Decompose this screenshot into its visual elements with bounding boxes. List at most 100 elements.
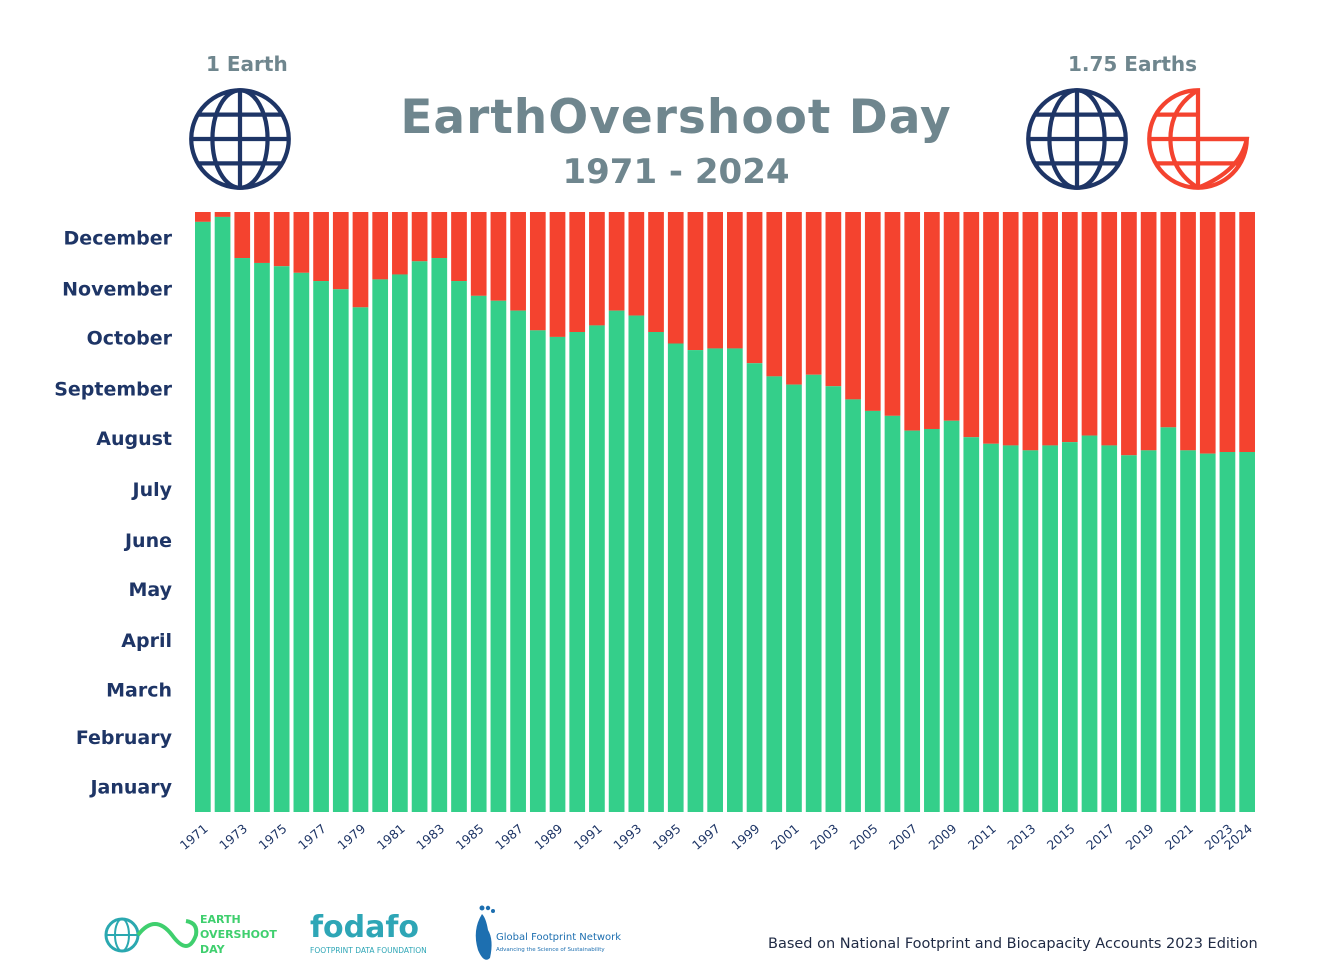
overshoot-bar-2019 (1140, 212, 1157, 451)
x-tick-label-2011: 2011 (965, 821, 999, 853)
eod-logo-line-1: EARTH (200, 913, 241, 926)
overshoot-day-bar-2002 (805, 374, 822, 812)
overshoot-bar-chart: January February March April May June July Augu… (54, 212, 1255, 853)
x-tick-label-2015: 2015 (1044, 821, 1078, 853)
overshoot-day-bar-1973 (234, 258, 251, 812)
y-tick-label-june: June (123, 530, 172, 552)
overshoot-bar-2021 (1180, 212, 1196, 451)
x-tick-label-1979: 1979 (334, 821, 368, 853)
x-tick-label-1997: 1997 (689, 821, 723, 853)
fodafo-subtitle: FOOTPRINT DATA FOUNDATION (310, 946, 427, 955)
fodafo-logo: fodafo FOOTPRINT DATA FOUNDATION (308, 903, 458, 963)
globe-icon (1026, 88, 1128, 190)
one-earth-label: 1 Earth (206, 52, 288, 76)
overshoot-day-bar-2012 (1002, 445, 1019, 812)
overshoot-bar-2007 (904, 212, 921, 431)
global-footprint-network-logo: Global Footprint Network Advancing the S… (468, 900, 628, 970)
eod-logo-icon: EARTH OVERSHOOT DAY (104, 913, 277, 956)
x-tick-label-1971: 1971 (177, 821, 211, 853)
y-tick-label-january: January (88, 776, 172, 798)
overshoot-day-bar-1997 (707, 348, 723, 812)
chart-subtitle: 1971 - 2024 (562, 152, 790, 192)
overshoot-bar-2023 (1219, 212, 1236, 452)
overshoot-day-bar-1985 (470, 295, 487, 813)
overshoot-day-bar-2000 (766, 376, 783, 812)
overshoot-day-bar-1999 (746, 363, 763, 812)
fodafo-logo-icon: fodafo FOOTPRINT DATA FOUNDATION (310, 910, 427, 955)
overshoot-bar-1991 (589, 212, 605, 326)
overshoot-day-bar-1978 (332, 289, 349, 813)
overshoot-bar-1973 (234, 212, 251, 259)
overshoot-day-bar-1977 (313, 281, 329, 812)
overshoot-day-bar-1989 (549, 336, 566, 812)
overshoot-day-bar-1979 (352, 307, 369, 812)
overshoot-day-bar-2018 (1121, 455, 1137, 812)
overshoot-bar-2011 (983, 212, 999, 444)
y-tick-label-october: October (87, 328, 173, 350)
overshoot-day-bar-1976 (293, 272, 310, 813)
x-tick-label-1989: 1989 (531, 821, 565, 853)
partial-globe-icon (1147, 88, 1250, 190)
y-tick-label-september: September (54, 379, 172, 401)
overshoot-day-bar-1995 (667, 343, 684, 812)
overshoot-day-bar-2005 (864, 410, 881, 812)
overshoot-bar-1975 (273, 212, 290, 267)
overshoot-bar-2008 (924, 212, 940, 429)
overshoot-bar-2024 (1239, 212, 1255, 452)
x-tick-label-2019: 2019 (1123, 821, 1157, 853)
overshoot-day-bar-1993 (628, 315, 645, 812)
earth-overshoot-day-logo: EARTH OVERSHOOT DAY (100, 905, 300, 965)
x-tick-label-1991: 1991 (571, 821, 605, 853)
gfn-logo-icon: Global Footprint Network Advancing the S… (475, 905, 621, 960)
overshoot-bar-1995 (667, 212, 684, 344)
overshoot-bar-1972 (214, 212, 231, 217)
overshoot-bar-1988 (529, 212, 546, 331)
overshoot-day-bar-1992 (608, 310, 625, 812)
overshoot-bar-1974 (254, 212, 270, 263)
overshoot-day-bar-2022 (1199, 453, 1216, 812)
overshoot-day-bar-1998 (727, 348, 743, 812)
overshoot-bar-2022 (1199, 212, 1216, 454)
gfn-wordmark: Global Footprint Network (496, 932, 621, 943)
eod-logo-line-2: OVERSHOOT (200, 928, 277, 941)
overshoot-bar-2013 (1022, 212, 1039, 451)
overshoot-bar-1989 (549, 212, 566, 337)
y-tick-label-november: November (62, 278, 173, 300)
x-tick-label-1973: 1973 (216, 821, 250, 853)
overshoot-day-bar-1996 (687, 350, 704, 812)
overshoot-day-bar-2009 (943, 420, 960, 812)
overshoot-bar-1985 (470, 212, 487, 296)
overshoot-day-bar-2011 (983, 443, 999, 812)
overshoot-day-bar-1980 (372, 279, 389, 813)
overshoot-day-bar-2021 (1180, 450, 1196, 812)
x-tick-label-2003: 2003 (807, 821, 841, 853)
overshoot-day-bar-2003 (825, 386, 842, 812)
overshoot-bar-2003 (825, 212, 842, 387)
y-tick-label-april: April (121, 630, 172, 652)
overshoot-bar-2001 (786, 212, 802, 385)
chart-title: EarthOvershoot Day (400, 90, 952, 145)
overshoot-bar-1996 (687, 212, 704, 351)
x-tick-label-2013: 2013 (1004, 821, 1038, 853)
eod-logo-line-3: DAY (200, 943, 226, 956)
x-tick-label-1985: 1985 (453, 821, 487, 853)
overshoot-day-bar-1972 (214, 216, 231, 812)
x-tick-label-1993: 1993 (610, 821, 644, 853)
overshoot-day-bar-1991 (589, 325, 605, 812)
x-tick-label-1981: 1981 (374, 821, 408, 853)
overshoot-bar-1997 (707, 212, 723, 349)
x-tick-label-2005: 2005 (847, 821, 881, 853)
overshoot-bar-1999 (746, 212, 763, 364)
overshoot-bar-1978 (332, 212, 349, 290)
overshoot-day-bar-2014 (1042, 445, 1058, 812)
overshoot-day-bar-1990 (569, 332, 586, 812)
overshoot-day-bar-2010 (963, 437, 980, 812)
y-tick-label-august: August (96, 428, 172, 450)
overshoot-day-bar-1975 (273, 266, 290, 812)
overshoot-bar-2000 (766, 212, 783, 377)
overshoot-bar-1983 (431, 212, 448, 259)
gfn-subtitle: Advancing the Science of Sustainability (496, 947, 605, 953)
overshoot-day-bar-2020 (1160, 427, 1177, 812)
x-tick-label-2007: 2007 (886, 821, 920, 853)
y-tick-label-july: July (131, 479, 173, 501)
